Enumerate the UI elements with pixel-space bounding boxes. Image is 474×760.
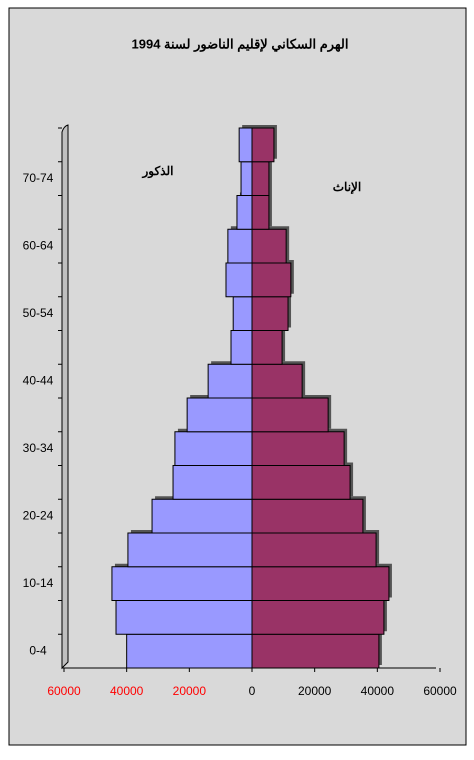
bar [151, 498, 253, 534]
x-tick-label: 40000 [361, 684, 395, 698]
bar [227, 228, 253, 264]
bar [251, 532, 377, 568]
bar [251, 296, 289, 331]
bar [251, 600, 385, 635]
y-tick-label: 50-54 [23, 306, 54, 320]
x-tick-label: 60000 [423, 684, 457, 698]
bar [236, 195, 253, 230]
chart-title: الهرم السكاني لإقليم الناضور لسنة 1994 [132, 36, 349, 52]
bar [251, 397, 329, 433]
y-tick-label: 30-34 [23, 441, 54, 455]
bar [251, 228, 287, 264]
bar [251, 465, 351, 500]
bar [240, 161, 253, 196]
y-tick-label: 40-44 [23, 373, 54, 387]
axis-wall [61, 124, 69, 670]
bar [174, 431, 253, 466]
bar [225, 262, 253, 298]
x-tick-label: 40000 [110, 684, 144, 698]
bar [251, 633, 380, 669]
series-label: الذكور [142, 164, 174, 179]
bar [126, 633, 253, 669]
bar [251, 363, 303, 399]
y-tick-label: 0-4 [29, 643, 47, 657]
bar [251, 431, 345, 466]
bar [251, 195, 270, 230]
bar [207, 363, 253, 399]
y-tick-label: 70-74 [23, 171, 54, 185]
bar [186, 397, 253, 433]
x-tick-label: 20000 [298, 684, 332, 698]
bar [238, 127, 253, 163]
y-tick-label: 10-14 [23, 576, 54, 590]
x-tick-label: 20000 [173, 684, 207, 698]
bar [251, 161, 270, 196]
bar [172, 465, 253, 500]
bar [111, 566, 253, 601]
bar [115, 600, 253, 635]
bar [251, 498, 364, 534]
bar [127, 532, 253, 568]
series-label: الإناث [333, 180, 361, 195]
bar [251, 262, 292, 298]
x-tick-label: 0 [249, 684, 256, 698]
y-tick-label: 60-64 [23, 238, 54, 252]
bar [251, 127, 275, 163]
bar [232, 296, 253, 331]
y-tick-label: 20-24 [23, 508, 54, 522]
x-tick-label: 60000 [47, 684, 81, 698]
bar [251, 566, 390, 601]
bar [251, 330, 283, 365]
bar [230, 330, 253, 365]
